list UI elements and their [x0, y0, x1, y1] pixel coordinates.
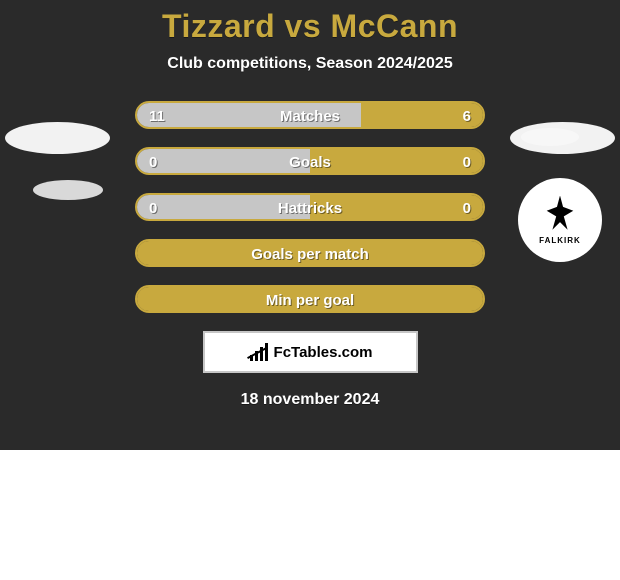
stat-value-right: 6	[463, 103, 471, 127]
stat-value-left: 0	[149, 149, 157, 173]
stat-label: Goals per match	[137, 241, 483, 265]
stat-label: Goals	[137, 149, 483, 173]
team-badge-left	[5, 122, 110, 154]
stat-row: Goals0 0	[135, 147, 485, 175]
stat-value-left: 0	[149, 195, 157, 219]
page-title: Tizzard vs McCann	[0, 0, 620, 45]
footer-brand[interactable]: FcTables.com	[203, 331, 418, 373]
stat-row: Min per goal	[135, 285, 485, 313]
stat-value-right: 0	[463, 149, 471, 173]
footer-date: 18 november 2024	[0, 391, 620, 409]
stat-rows: Matches116Goals00Hattricks00Goals per ma…	[135, 101, 485, 313]
club-crest-icon	[541, 196, 579, 234]
club-crest-right: FALKIRK	[518, 178, 602, 262]
decor-ellipse-right	[521, 128, 579, 146]
brand-chart-icon	[248, 343, 270, 361]
decor-ellipse-left	[33, 180, 103, 200]
brand-text: FcTables.com	[274, 344, 373, 361]
stat-label: Hattricks	[137, 195, 483, 219]
club-crest-label: FALKIRK	[539, 236, 581, 245]
comparison-card: Tizzard vs McCann Club competitions, Sea…	[0, 0, 620, 450]
stat-value-right: 0	[463, 195, 471, 219]
stat-label: Min per goal	[137, 287, 483, 311]
stat-label: Matches	[137, 103, 483, 127]
stat-row: Hattricks0 0	[135, 193, 485, 221]
page-subtitle: Club competitions, Season 2024/2025	[0, 55, 620, 73]
stat-value-left: 11	[149, 103, 165, 127]
stat-row: Goals per match	[135, 239, 485, 267]
stat-row: Matches11 6	[135, 101, 485, 129]
